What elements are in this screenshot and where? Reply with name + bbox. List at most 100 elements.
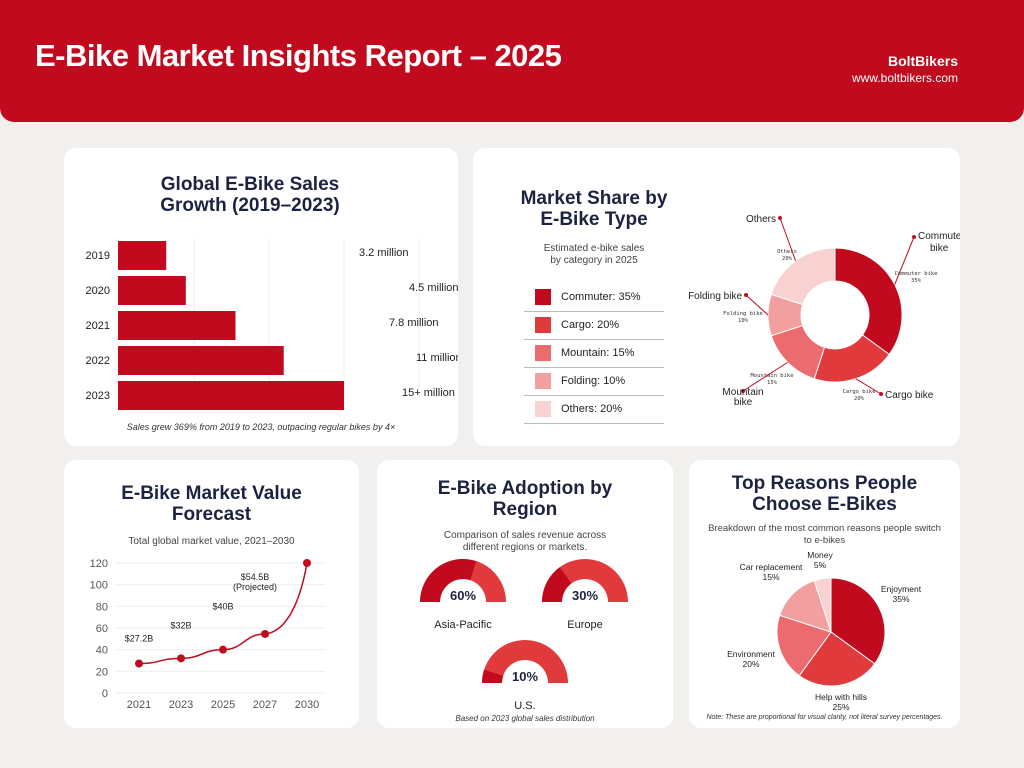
legend-swatch bbox=[535, 345, 551, 361]
bar-2020 bbox=[118, 276, 186, 305]
legend-label: Folding: 10% bbox=[561, 375, 626, 387]
pie-slice-enjoyment bbox=[830, 577, 886, 665]
line-ytick-label: 120 bbox=[90, 558, 108, 570]
pie-label-name: Car replacement bbox=[740, 562, 803, 572]
pie-label-name: Money bbox=[807, 550, 833, 560]
line-ytick-label: 40 bbox=[96, 645, 108, 657]
sales-growth-bar-chart: 2019 3.2 million 2020 4.5 million 2021 7.8 mi… bbox=[86, 238, 458, 410]
line-point-label: $40B bbox=[212, 602, 233, 612]
pie-label-name: Enjoyment bbox=[881, 584, 922, 594]
line-ytick-label: 60 bbox=[96, 623, 108, 635]
donut-leader-line bbox=[745, 294, 769, 316]
line-point-2030 bbox=[303, 559, 311, 567]
bar-value-label: 7.8 million bbox=[389, 317, 439, 329]
donut-leader-line bbox=[742, 361, 788, 392]
donut-inner-label: 20% bbox=[854, 396, 865, 402]
bar-2023 bbox=[118, 381, 344, 410]
line-ytick-label: 80 bbox=[96, 601, 108, 613]
bar-value-label: 11 million bbox=[416, 352, 458, 364]
bar-category-label: 2021 bbox=[86, 320, 110, 332]
donut-leader-dot bbox=[778, 216, 782, 220]
donut-outer-label: Mountain bbox=[722, 387, 763, 398]
line-point-label: $32B bbox=[170, 620, 191, 630]
legend-swatch bbox=[535, 401, 551, 417]
line-xtick-label: 2023 bbox=[169, 699, 193, 711]
adoption-gauges: 60% Asia-Pacific 30% Europe 10% U.S. bbox=[420, 559, 628, 712]
donut-inner-label: Cargo bike bbox=[842, 389, 875, 395]
pie-label-name: Environment bbox=[727, 649, 775, 659]
legend-item: Mountain: 15% bbox=[524, 340, 664, 368]
line-xtick-label: 2030 bbox=[295, 699, 319, 711]
sales-growth-note: Sales grew 369% from 2019 to 2023, outpa… bbox=[126, 422, 396, 432]
donut-leader-line bbox=[855, 378, 882, 395]
gauge-fill-us bbox=[482, 669, 504, 683]
bar-category-label: 2023 bbox=[86, 390, 110, 402]
donut-slice-others bbox=[770, 247, 836, 306]
donut-slice-commuter-bike bbox=[834, 247, 903, 356]
bar-category-label: 2022 bbox=[86, 355, 110, 367]
market-share-title: Market Share by E-Bike Type bbox=[520, 188, 668, 230]
line-ytick-label: 100 bbox=[90, 580, 108, 592]
adoption-region-subtitle: Comparison of sales revenue across diffe… bbox=[443, 530, 607, 553]
donut-inner-label: 15% bbox=[767, 380, 778, 386]
gauge-value-label: 30% bbox=[572, 588, 598, 603]
legend-item: Folding: 10% bbox=[524, 368, 664, 396]
gauge-region-label: U.S. bbox=[514, 700, 535, 712]
donut-leader-line bbox=[894, 236, 915, 285]
bar-value-label: 4.5 million bbox=[409, 282, 458, 294]
donut-leader-dot bbox=[741, 389, 745, 393]
gauge-track bbox=[482, 640, 568, 683]
gauge-value-label: 10% bbox=[512, 669, 538, 684]
gauge-value-label: 60% bbox=[450, 588, 476, 603]
brand-url[interactable]: www.boltbikers.com bbox=[851, 71, 958, 85]
donut-leader-line bbox=[779, 217, 797, 261]
legend-label: Cargo: 20% bbox=[561, 319, 620, 331]
donut-outer-label: Folding bike bbox=[688, 291, 742, 302]
donut-inner-label: Mountain bike bbox=[750, 373, 793, 379]
donut-leader-dot bbox=[744, 293, 748, 297]
bar-2022 bbox=[118, 346, 284, 375]
donut-outer-label: bike bbox=[930, 243, 949, 254]
bar-category-label: 2020 bbox=[86, 285, 110, 297]
pie-label-value: 15% bbox=[762, 572, 779, 582]
pie-label-value: 35% bbox=[892, 594, 909, 604]
bar-category-label: 2019 bbox=[86, 250, 110, 262]
gauge-fill-asiapacific bbox=[420, 559, 477, 602]
legend-label: Others: 20% bbox=[561, 403, 623, 415]
line-point-label: $27.2B bbox=[125, 634, 154, 644]
gauge-region-label: Asia-Pacific bbox=[434, 619, 492, 631]
bar-value-label: 15+ million bbox=[402, 387, 455, 399]
top-reasons-title: Top Reasons People Choose E-Bikes bbox=[731, 473, 918, 515]
donut-outer-label: Cargo bike bbox=[885, 390, 934, 401]
market-value-subtitle: Total global market value, 2021–2030 bbox=[128, 536, 295, 547]
gauge-fill-europe bbox=[542, 567, 572, 602]
donut-outer-label: bike bbox=[734, 397, 753, 408]
market-value-title: E-Bike Market Value Forecast bbox=[121, 483, 302, 525]
pie-slice-help-with-hills bbox=[798, 631, 876, 687]
pie-label-value: 25% bbox=[832, 702, 849, 712]
bar-2019 bbox=[118, 241, 167, 270]
sales-growth-title: Global E-Bike Sales Growth (2019–2023) bbox=[160, 174, 340, 216]
legend-item: Cargo: 20% bbox=[524, 312, 664, 340]
pie-label-value: 20% bbox=[742, 659, 759, 669]
report-title: E-Bike Market Insights Report – 2025 bbox=[35, 38, 562, 73]
pie-slice-environment bbox=[776, 614, 832, 677]
donut-inner-label: 35% bbox=[911, 278, 922, 284]
line-point-label: (Projected) bbox=[233, 582, 277, 592]
line-xtick-label: 2027 bbox=[253, 699, 277, 711]
line-point-2021 bbox=[135, 659, 143, 668]
donut-outer-label: Others bbox=[746, 214, 776, 225]
line-ytick-label: 0 bbox=[102, 688, 108, 700]
donut-outer-label: Commuter bbox=[918, 231, 960, 242]
line-xtick-label: 2021 bbox=[127, 699, 151, 711]
pie-label-name: Help with hills bbox=[815, 692, 867, 702]
brand-name: BoltBikers bbox=[887, 53, 958, 69]
header-banner: E-Bike Market Insights Report – 2025 Bol… bbox=[0, 0, 1024, 122]
line-point-2027 bbox=[261, 629, 269, 638]
legend-swatch bbox=[535, 317, 551, 333]
bar-2021 bbox=[118, 311, 236, 340]
donut-leader-dot bbox=[912, 235, 916, 239]
gauge-region-label: Europe bbox=[567, 619, 602, 631]
legend-swatch bbox=[535, 373, 551, 389]
